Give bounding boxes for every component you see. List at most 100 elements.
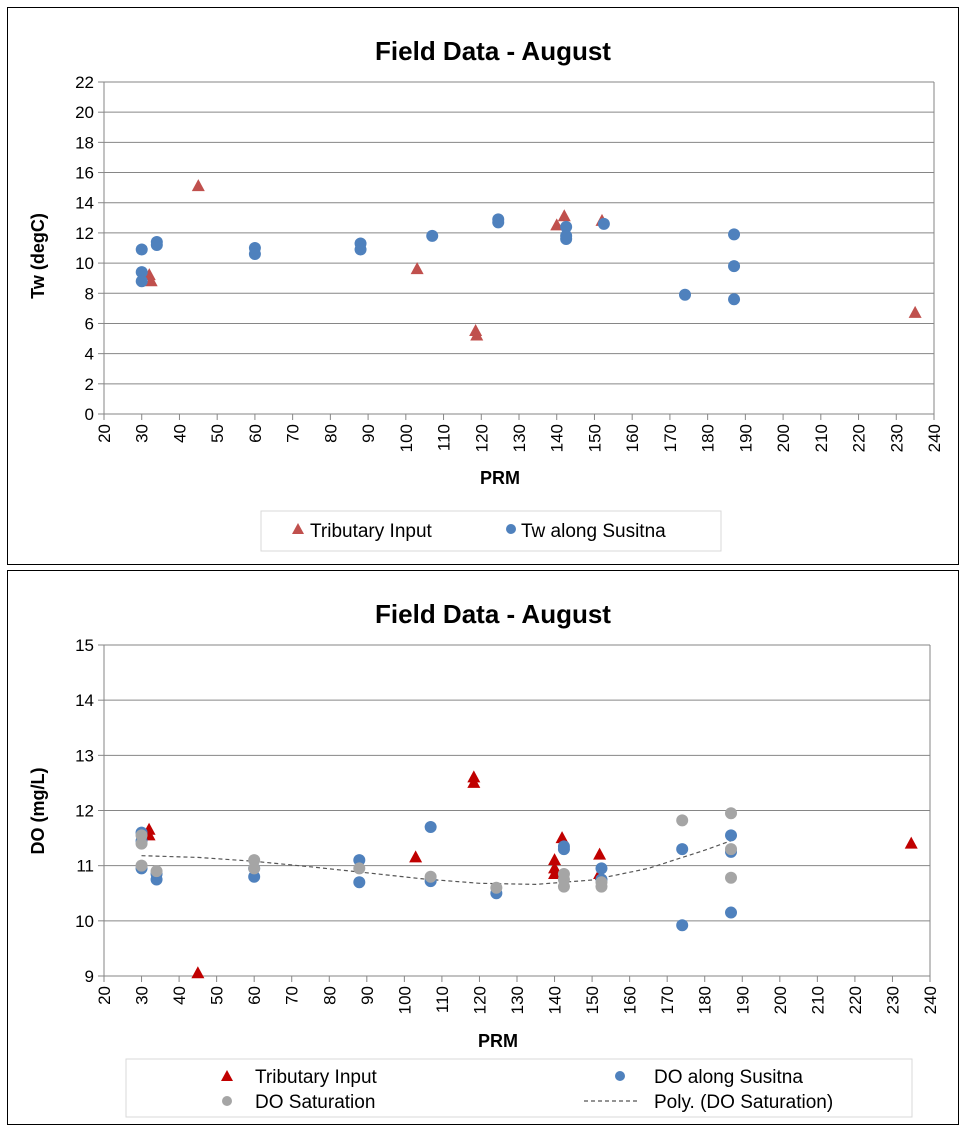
x-tick-label: 110 [433,986,452,1013]
point-tw-along-susitna [426,229,439,242]
point-tw-along-susitna [492,216,505,229]
x-tick-label: 100 [397,424,416,452]
point-tw-along-susitna [597,217,610,230]
legend-marker-saturation [222,1096,232,1106]
point-tw-along-susitna [354,243,367,256]
legend-label-saturation: DO Saturation [255,1092,375,1113]
point-tw-along-susitna [728,293,741,306]
point-do-saturation [557,880,570,893]
y-tick-label: 0 [85,405,94,424]
legend-box [260,510,722,552]
y-tick-label: 10 [75,254,94,273]
legend-label-tributary: Tributary Input [255,1067,378,1088]
x-tick-label: 190 [733,986,752,1014]
x-tick-label: 220 [850,424,869,452]
y-tick-label: 6 [85,314,94,333]
y-axis-label: DO (mg/L) [28,768,48,855]
x-tick-label: 230 [883,986,902,1014]
point-tw-along-susitna [560,232,573,245]
point-tributary-input [191,966,205,979]
point-do-along-susitna [353,876,366,889]
point-tributary-input [550,218,564,231]
point-do-along-susitna [248,870,261,883]
x-tick-label: 170 [658,986,677,1014]
x-tick-label: 150 [585,424,604,452]
point-do-saturation [135,837,148,850]
point-do-along-susitna [676,843,689,856]
x-tick-label: 140 [548,424,567,452]
legend-label-poly: Poly. (DO Saturation) [654,1092,833,1113]
x-tick-label: 50 [208,986,227,1005]
y-tick-label: 20 [75,103,94,122]
point-do-saturation [150,865,163,878]
y-axis-label: Tw (degC) [28,213,48,299]
point-tw-along-susitna [135,243,148,256]
y-tick-label: 10 [75,912,94,931]
point-do-along-susitna [725,829,738,842]
trendline-poly-do-saturation [141,840,732,886]
y-tick-label: 12 [75,224,94,243]
point-tributary-input [410,262,424,275]
x-tick-label: 190 [736,424,755,452]
x-tick-label: 20 [95,424,114,443]
legend-marker-tributary [221,1070,233,1081]
point-tributary-input [144,274,158,287]
legend-marker-tw [506,524,516,534]
point-do-saturation [135,829,148,842]
x-tick-label: 30 [133,986,152,1005]
point-do-along-susitna [595,862,608,875]
y-tick-label: 14 [75,194,94,213]
x-tick-label: 70 [283,986,302,1005]
point-do-saturation [490,881,503,894]
point-tw-along-susitna [248,248,261,261]
x-tick-label: 110 [435,424,454,451]
point-do-saturation [725,871,738,884]
temperature-chart: Field Data - August 0246810121416182022 … [28,36,944,552]
point-do-saturation [248,854,261,867]
point-tributary-input [470,328,484,341]
point-tributary-input [904,836,918,849]
y-tick-label: 14 [75,691,94,710]
point-tributary-input [548,853,562,866]
x-tick-label: 180 [696,986,715,1014]
x-tick-label: 50 [208,424,227,443]
point-do-saturation [135,859,148,872]
point-do-along-susitna [150,873,163,886]
point-do-along-susitna [557,843,570,856]
x-tick-label: 220 [846,986,865,1014]
x-tick-label: 140 [546,986,565,1014]
x-tick-label: 170 [661,424,680,452]
point-do-saturation [424,870,437,883]
x-tick-label: 130 [510,424,529,452]
x-tick-label: 240 [925,424,944,452]
y-tick-label: 18 [75,133,94,152]
x-tick-label: 40 [170,986,189,1005]
legend-marker-do [615,1071,625,1081]
x-axis-label: PRM [478,1031,518,1051]
point-tributary-input [557,209,571,222]
point-tw-along-susitna [135,275,148,288]
y-tick-label: 11 [76,857,94,876]
y-tick-label: 2 [85,375,94,394]
point-tw-along-susitna [560,220,573,233]
legend: Tributary Input Tw along Susitna [260,510,722,552]
point-do-saturation [353,862,366,875]
y-tick-label: 4 [85,345,94,364]
y-tick-label: 16 [75,164,94,183]
chart-panel-temperature: Field Data - August 0 2 4 6 8 10 12 14 16 18 20 22 … [7,7,959,565]
y-tick-label: 8 [85,284,94,303]
point-tributary-input [908,305,922,318]
legend-label-tributary: Tributary Input [310,521,433,542]
point-tw-along-susitna [679,288,691,301]
legend-marker-tributary [292,523,304,534]
point-do-saturation [595,880,608,893]
x-tick-label: 100 [395,986,414,1014]
chart-title: Field Data - August [375,36,611,66]
y-tick-label: 13 [75,746,94,765]
x-tick-label: 120 [470,986,489,1014]
x-tick-label: 90 [358,986,377,1005]
point-tw-along-susitna [728,260,741,273]
x-tick-label: 120 [472,424,491,452]
point-do-along-susitna [676,919,689,932]
x-tick-label: 90 [359,424,378,443]
